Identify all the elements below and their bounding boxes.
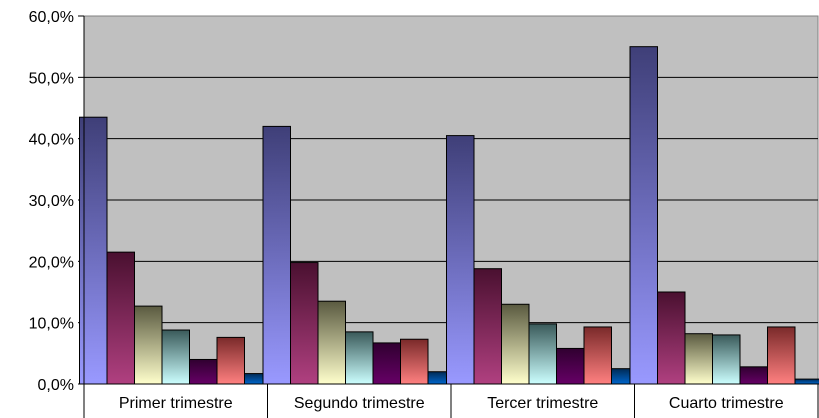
y-tick-label: 30,0%	[29, 193, 74, 210]
bar	[189, 358, 218, 385]
y-axis-tick-labels: 0,0% 10,0% 20,0% 30,0% 40,0% 50,0% 60,0%	[29, 9, 74, 394]
x-category-label: Cuarto trimestre	[669, 395, 784, 412]
bar	[106, 251, 135, 385]
bar	[501, 303, 530, 385]
bar	[345, 331, 374, 385]
bar	[446, 135, 475, 385]
axes	[83, 16, 819, 418]
bar	[473, 268, 502, 385]
y-tick-label: 60,0%	[29, 9, 74, 26]
bar	[372, 342, 401, 385]
x-category-label: Primer trimestre	[119, 395, 233, 412]
bar	[712, 334, 741, 385]
bar	[262, 125, 291, 385]
bar	[684, 333, 713, 385]
bar	[794, 378, 819, 385]
y-tick-label: 10,0%	[29, 316, 74, 333]
bars	[79, 46, 819, 385]
bar	[528, 323, 557, 385]
y-tick-label: 50,0%	[29, 70, 74, 87]
y-tick-label: 20,0%	[29, 254, 74, 271]
bar	[161, 329, 190, 385]
x-category-label: Segundo trimestre	[294, 395, 425, 412]
bar	[400, 338, 429, 385]
bar	[767, 326, 796, 385]
y-tick-label: 0,0%	[38, 377, 74, 394]
bar	[583, 326, 612, 385]
bar	[556, 347, 585, 385]
bar	[317, 300, 346, 385]
bar	[290, 262, 319, 385]
bar	[657, 291, 686, 385]
bar	[629, 46, 658, 385]
y-tick-label: 40,0%	[29, 132, 74, 149]
x-axis-category-labels: Primer trimestre Segundo trimestre Tercer …	[119, 395, 784, 412]
x-category-label: Tercer trimestre	[487, 395, 598, 412]
bar	[134, 305, 163, 385]
bar	[216, 336, 245, 385]
bar	[739, 366, 768, 385]
